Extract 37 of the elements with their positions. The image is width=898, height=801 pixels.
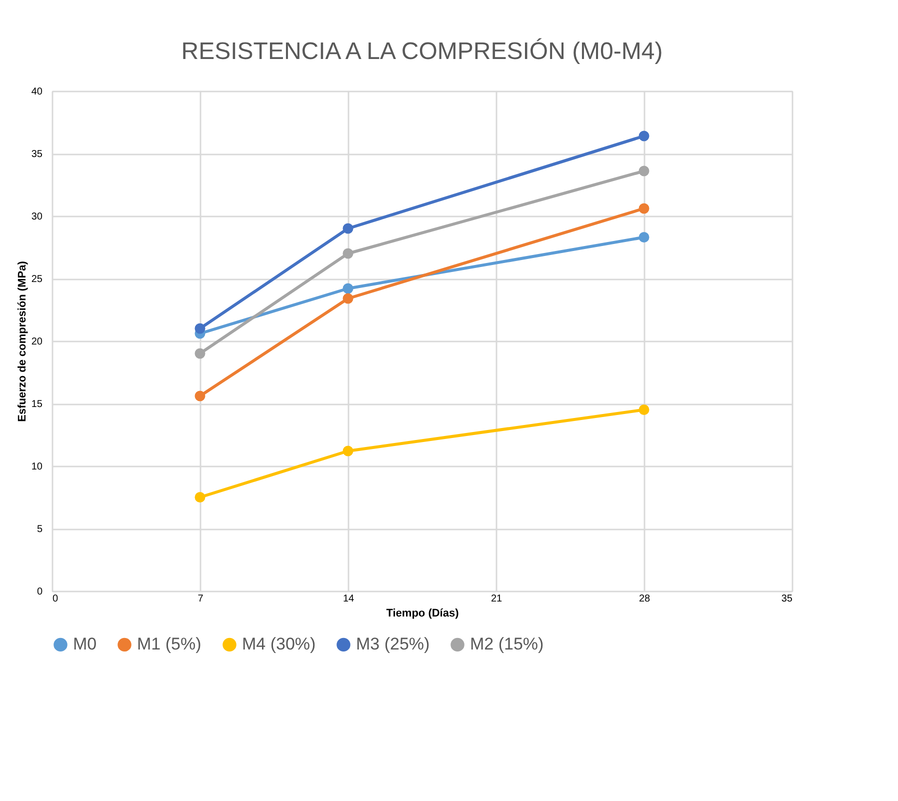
x-tick-label: 28 <box>638 594 650 604</box>
y-tick-label: 30 <box>31 212 43 222</box>
point <box>342 223 354 234</box>
legend-label: M3 (25%) <box>356 634 430 654</box>
point <box>638 203 650 214</box>
x-tick-label: 7 <box>198 594 204 604</box>
point <box>194 348 206 359</box>
point <box>638 130 650 142</box>
x-tick-label: 0 <box>52 594 58 604</box>
point <box>638 404 650 415</box>
y-tick-label: 25 <box>31 274 43 285</box>
legend-label: M4 (30%) <box>242 634 316 654</box>
point <box>194 323 206 334</box>
y-tick-label: 10 <box>31 462 43 472</box>
point <box>342 248 354 259</box>
y-axis-title: Esfuerzo de compresión (MPa) <box>16 260 28 422</box>
legend-label: M2 (15%) <box>470 634 544 654</box>
y-tick-label: 35 <box>31 149 43 160</box>
point <box>194 492 206 502</box>
x-axis-title: Tiempo (Días) <box>386 608 460 620</box>
x-tick-label: 21 <box>490 594 502 604</box>
point <box>342 446 354 456</box>
y-tick-label: 0 <box>36 586 43 598</box>
legend-label: M0 <box>73 634 97 654</box>
point <box>194 390 206 402</box>
x-tick-label: 35 <box>781 594 793 604</box>
point <box>342 293 354 304</box>
y-tick-label: 15 <box>31 399 43 410</box>
point <box>638 166 650 176</box>
x-tick-label: 14 <box>342 594 354 604</box>
y-tick-label: 5 <box>36 524 43 535</box>
y-tick-label: 40 <box>31 86 43 98</box>
legend-label: M1 (5%) <box>137 634 202 654</box>
chart-title: RESISTENCIA A LA COMPRESIÓN (M0-M4) <box>181 38 663 65</box>
y-tick-label: 20 <box>31 336 43 348</box>
point <box>342 283 354 294</box>
point <box>638 232 650 242</box>
